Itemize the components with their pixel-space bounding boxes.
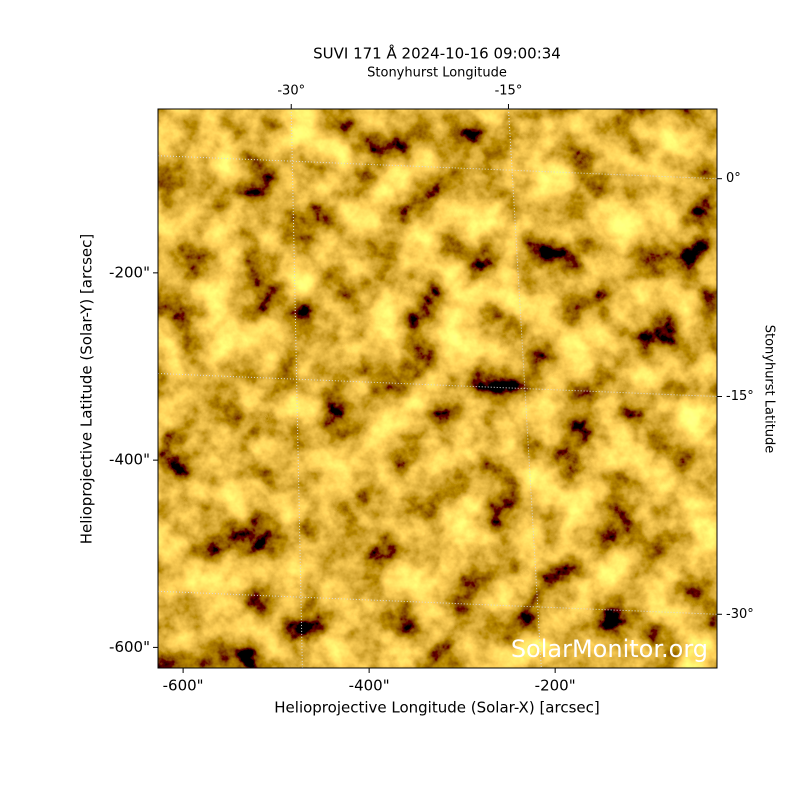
x-tick-label: -400"	[349, 677, 390, 695]
grid-line	[290, 109, 303, 668]
y2-tick-label: -15°	[726, 389, 754, 404]
y-axis-label: Helioprojective Latitude (Solar-Y) [arcs…	[78, 234, 96, 544]
solar-image	[158, 109, 717, 668]
x-axis-label: Helioprojective Longitude (Solar-X) [arc…	[274, 699, 599, 717]
x-tick-label: -200"	[535, 677, 576, 695]
x-tick-label: -600"	[163, 677, 204, 695]
y-tick-label: -200"	[109, 263, 150, 281]
x2-axis-label: Stonyhurst Longitude	[367, 66, 507, 81]
y-tick-label: -600"	[109, 638, 150, 656]
x2-tick-label: -15°	[495, 84, 523, 99]
grid-line	[158, 155, 717, 180]
y2-tick-label: 0°	[726, 171, 741, 186]
watermark: SolarMonitor.org	[511, 635, 708, 663]
chart-title: SUVI 171 Å 2024-10-16 09:00:34	[313, 44, 561, 63]
y-tick-label: -400"	[109, 451, 150, 469]
y2-axis-label: Stonyhurst Latitude	[762, 325, 777, 454]
grid-line	[507, 109, 542, 668]
grid-line	[158, 372, 717, 397]
axes-frame	[157, 108, 718, 669]
y2-tick-label: -30°	[726, 607, 754, 622]
x2-tick-label: -30°	[277, 84, 305, 99]
grid-line	[158, 590, 717, 615]
